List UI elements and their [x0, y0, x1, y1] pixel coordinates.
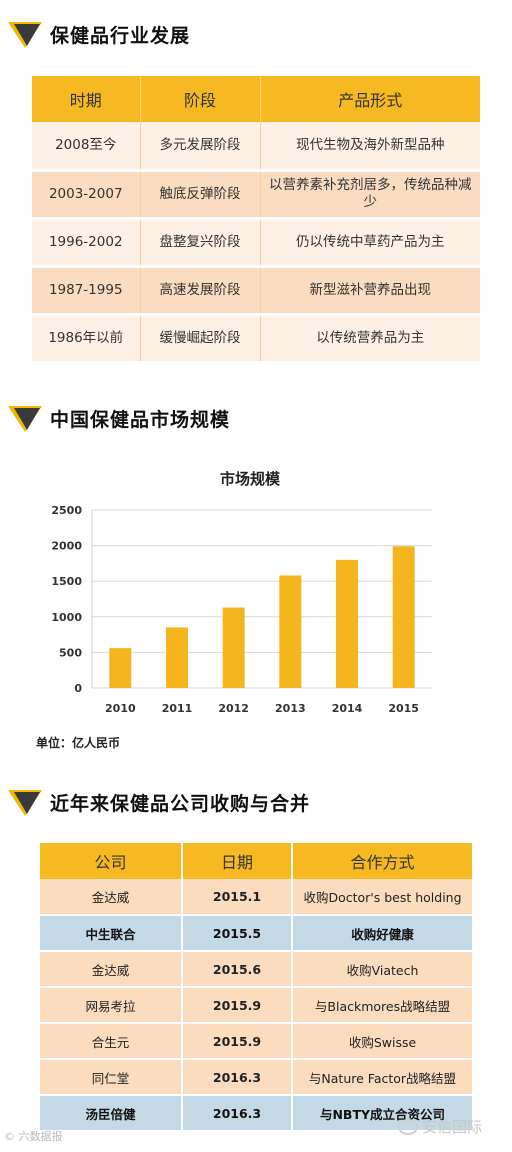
stage-cell: 缓慢崛起阶段	[140, 314, 261, 364]
product-cell: 以传统营养品为主	[260, 314, 480, 364]
bar-2012	[222, 607, 245, 688]
stage-cell: 高速发展阶段	[140, 266, 261, 316]
development-table: 时期 阶段 产品形式 2008至今 多元发展阶段 现代生物及海外新型品种 200…	[32, 76, 480, 364]
y-tick-label: 2000	[51, 540, 82, 553]
method-cell: 收购Swisse	[292, 1023, 472, 1060]
table-row: 2003-2007 触底反弹阶段 以营养素补充剂居多，传统品种减少	[32, 170, 480, 220]
triangle-icon	[0, 782, 50, 822]
y-tick-label: 1000	[51, 611, 82, 624]
mergers-section-title: 近年来保健品公司收购与合并	[50, 792, 311, 815]
period-cell: 2003-2007	[32, 170, 141, 220]
y-tick-label: 0	[74, 682, 82, 695]
x-tick-label: 2011	[162, 702, 193, 715]
table-row: 合生元 2015.9 收购Swisse	[40, 1023, 472, 1060]
stage-cell: 触底反弹阶段	[140, 170, 261, 220]
wechat-watermark: 安信国际	[398, 1116, 482, 1137]
date-cell: 2015.9	[182, 1023, 293, 1060]
mergers-header-method: 合作方式	[292, 843, 472, 879]
development-section-header: 保健品行业发展	[0, 14, 512, 54]
period-cell: 1987-1995	[32, 266, 141, 316]
table-row: 网易考拉 2015.9 与Blackmores战略结盟	[40, 987, 472, 1024]
development-section-title: 保健品行业发展	[50, 24, 191, 47]
date-cell: 2015.9	[182, 987, 293, 1024]
date-cell: 2015.6	[182, 951, 293, 988]
x-tick-label: 2010	[105, 702, 136, 715]
mergers-table-header-row: 公司 日期 合作方式	[40, 843, 472, 879]
x-tick-label: 2014	[332, 702, 363, 715]
bar-2011	[166, 627, 188, 688]
table-row: 1987-1995 高速发展阶段 新型滋补营养品出现	[32, 266, 480, 316]
y-tick-label: 1500	[51, 575, 82, 588]
unit-label: 单位：亿人民币	[36, 736, 121, 750]
method-cell: 与NBTY成立合资公司	[292, 1095, 472, 1132]
bar-2014	[336, 559, 358, 688]
development-header-product: 产品形式	[260, 76, 480, 122]
company-cell: 金达威	[40, 951, 183, 988]
triangle-icon	[0, 14, 50, 54]
date-cell: 2015.5	[182, 915, 293, 952]
table-row: 1996-2002 盘整复兴阶段 仍以传统中草药产品为主	[32, 218, 480, 268]
table-row: 同仁堂 2016.3 与Nature Factor战略结盟	[40, 1059, 472, 1096]
mergers-table: 公司 日期 合作方式 金达威 2015.1 收购Doctor's best hold…	[40, 843, 472, 1132]
mergers-header-date: 日期	[182, 843, 293, 879]
table-row: 2008至今 多元发展阶段 现代生物及海外新型品种	[32, 122, 480, 172]
method-cell: 与Blackmores战略结盟	[292, 987, 472, 1024]
triangle-icon	[0, 398, 50, 438]
y-tick-label: 2500	[51, 504, 82, 517]
company-cell: 金达威	[40, 879, 183, 916]
table-row: 1986年以前 缓慢崛起阶段 以传统营养品为主	[32, 314, 480, 364]
weibo-watermark: © 六数据报	[4, 1130, 63, 1143]
product-cell: 以营养素补充剂居多，传统品种减少	[260, 170, 480, 220]
table-row: 金达威 2015.6 收购Viatech	[40, 951, 472, 988]
wechat-icon	[398, 1118, 418, 1135]
company-cell: 中生联合	[40, 915, 183, 952]
company-cell: 合生元	[40, 1023, 183, 1060]
x-tick-label: 2015	[388, 702, 419, 715]
bar-2013	[279, 575, 302, 688]
development-header-stage: 阶段	[140, 76, 261, 122]
bar-2015	[392, 546, 415, 688]
x-tick-label: 2013	[275, 702, 306, 715]
date-cell: 2016.3	[182, 1095, 293, 1132]
product-cell: 现代生物及海外新型品种	[260, 122, 480, 172]
y-tick-label: 500	[59, 646, 82, 659]
wechat-watermark-text: 安信国际	[422, 1118, 483, 1136]
mergers-section-header: 近年来保健品公司收购与合并	[0, 782, 512, 822]
product-cell: 仍以传统中草药产品为主	[260, 218, 480, 268]
bar-2010	[109, 648, 132, 688]
stage-cell: 多元发展阶段	[140, 122, 261, 172]
method-cell: 收购好健康	[292, 915, 472, 952]
company-cell: 网易考拉	[40, 987, 183, 1024]
mergers-header-company: 公司	[40, 843, 183, 879]
company-cell: 汤臣倍健	[40, 1095, 183, 1132]
method-cell: 收购Viatech	[292, 951, 472, 988]
x-tick-label: 2012	[218, 702, 249, 715]
method-cell: 收购Doctor's best holding	[292, 879, 472, 916]
method-cell: 与Nature Factor战略结盟	[292, 1059, 472, 1096]
table-row: 中生联合 2015.5 收购好健康	[40, 915, 472, 952]
table-row: 金达威 2015.1 收购Doctor's best holding	[40, 879, 472, 916]
development-header-period: 时期	[32, 76, 141, 122]
market-section-title: 中国保健品市场规模	[50, 408, 231, 431]
date-cell: 2015.1	[182, 879, 293, 916]
period-cell: 1986年以前	[32, 314, 141, 364]
market-size-chart: 市场规模 0 500 1000 1500 2000 2500 2010 2011 2012 2013…	[51, 470, 432, 715]
stage-cell: 盘整复兴阶段	[140, 218, 261, 268]
market-section-header: 中国保健品市场规模	[0, 398, 512, 438]
development-table-header-row: 时期 阶段 产品形式	[32, 76, 480, 122]
product-cell: 新型滋补营养品出现	[260, 266, 480, 316]
period-cell: 2008至今	[32, 122, 141, 172]
period-cell: 1996-2002	[32, 218, 141, 268]
date-cell: 2016.3	[182, 1059, 293, 1096]
table-row: 汤臣倍健 2016.3 与NBTY成立合资公司	[40, 1095, 472, 1132]
chart-title: 市场规模	[220, 470, 281, 488]
company-cell: 同仁堂	[40, 1059, 183, 1096]
